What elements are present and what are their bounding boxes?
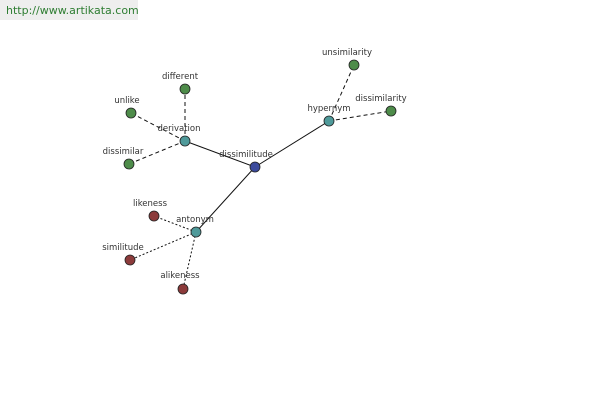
node (179, 83, 191, 95)
site-link[interactable]: http://www.artikata.com (0, 0, 139, 20)
node (385, 105, 397, 117)
node (348, 59, 360, 71)
edge (128, 140, 186, 165)
node-label: derivation (157, 124, 200, 134)
node (125, 107, 137, 119)
node (179, 135, 191, 147)
node-label: unlike (114, 96, 139, 106)
edge (184, 140, 256, 168)
node (323, 115, 335, 127)
node-label: different (162, 72, 199, 82)
node (177, 283, 189, 295)
node (124, 254, 136, 266)
edge (182, 231, 197, 290)
node (249, 161, 261, 173)
node-label: dissimilitude (219, 150, 273, 160)
node (190, 226, 202, 238)
edge (153, 215, 197, 233)
node (148, 210, 160, 222)
edge (130, 112, 186, 142)
node-label: dissimilarity (355, 94, 406, 104)
node-label: hypernym (307, 104, 350, 114)
node (123, 158, 135, 170)
edge (328, 64, 355, 122)
node-label: unsimilarity (322, 48, 372, 58)
edge (328, 110, 392, 122)
node-label: dissimilar (103, 147, 144, 157)
node-label: alikeness (160, 271, 200, 281)
node-label: likeness (133, 199, 168, 209)
edge (195, 166, 256, 233)
node-label: similitude (102, 243, 144, 253)
edge (254, 120, 330, 168)
node-label: antonym (176, 215, 214, 225)
